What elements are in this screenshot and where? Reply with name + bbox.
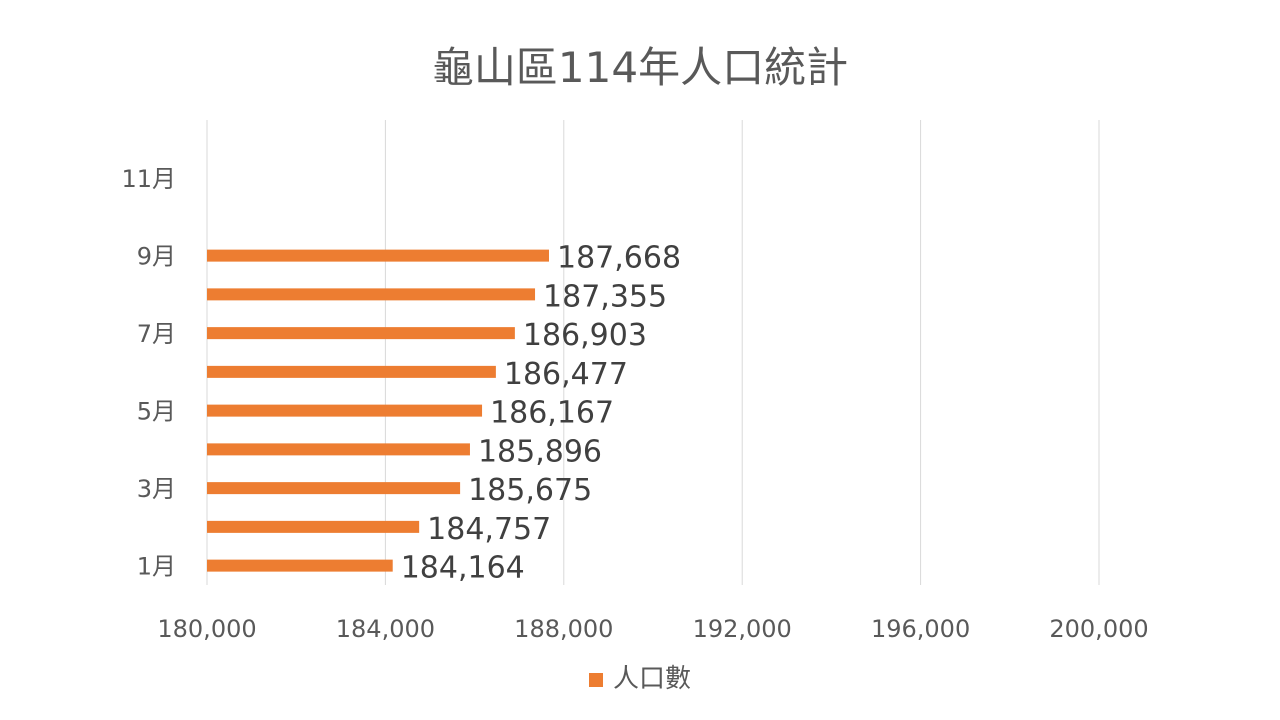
x-tick-label: 200,000 (1049, 615, 1148, 643)
x-tick-label: 196,000 (871, 615, 970, 643)
data-label: 184,164 (401, 551, 525, 586)
x-tick-label: 180,000 (157, 615, 256, 643)
data-label: 186,477 (504, 357, 628, 392)
legend: 人口數 (0, 658, 1280, 695)
x-tick-label: 188,000 (514, 615, 613, 643)
y-tick-label: 7月 (137, 320, 176, 348)
legend-label: 人口數 (612, 664, 691, 694)
bar (207, 249, 549, 262)
y-tick-label: 9月 (137, 243, 176, 271)
y-tick-label: 1月 (137, 553, 176, 581)
bar (207, 520, 420, 533)
x-tick-label: 192,000 (693, 615, 792, 643)
chart-title: 龜山區114年人口統計 (431, 43, 849, 92)
bar (207, 559, 393, 572)
bar (207, 288, 536, 301)
y-tick-label: 5月 (137, 398, 176, 426)
bar (207, 482, 461, 495)
bar (207, 404, 483, 417)
bar (207, 443, 470, 456)
data-label: 185,675 (468, 473, 592, 508)
data-label: 186,167 (490, 396, 614, 431)
x-tick-label: 184,000 (336, 615, 435, 643)
data-label: 185,896 (478, 434, 602, 469)
data-label: 187,355 (543, 279, 667, 314)
y-tick-label: 11月 (121, 165, 176, 193)
data-label: 186,903 (523, 318, 647, 353)
data-label: 184,757 (427, 512, 551, 547)
bar (207, 327, 515, 340)
legend-swatch (588, 672, 603, 687)
y-tick-label: 3月 (137, 475, 176, 503)
bar (207, 365, 496, 378)
data-label: 187,668 (557, 241, 681, 276)
